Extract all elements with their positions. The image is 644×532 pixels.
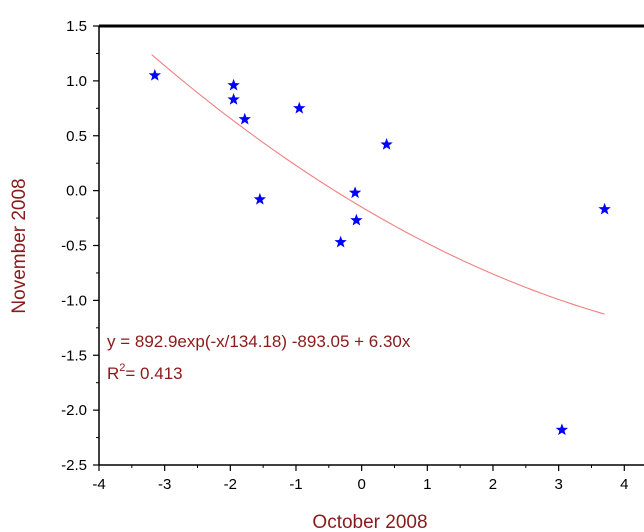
fit-curve bbox=[151, 54, 605, 315]
y-tick-label: -1.5 bbox=[61, 347, 87, 364]
data-point-star bbox=[238, 112, 251, 125]
data-point-star bbox=[148, 68, 161, 81]
data-point-star bbox=[253, 192, 267, 205]
x-axis-title: October 2008 bbox=[312, 512, 427, 532]
fit-layer bbox=[151, 54, 605, 315]
data-point-star bbox=[350, 213, 363, 226]
x-tick-label: -1 bbox=[289, 476, 302, 493]
data-point-star bbox=[380, 138, 393, 150]
x-tick-label: -4 bbox=[92, 476, 105, 493]
y-tick-label: -1.0 bbox=[61, 292, 87, 309]
y-axis-title: November 2008 bbox=[9, 178, 30, 313]
y-tick-label: 0.5 bbox=[66, 128, 87, 145]
y-tick-label: 1.5 bbox=[66, 18, 87, 35]
y-tick-label: 0.0 bbox=[66, 183, 87, 200]
x-tick-label: 4 bbox=[620, 476, 628, 493]
ticks: -4 -3 -2 -1 0 1 2 3 4 1.5 1.0 0.5 0.0 -0.5 -1.0 -1.5 -2.… bbox=[61, 18, 628, 493]
x-tick-label: -3 bbox=[158, 476, 171, 493]
r-squared-value: = 0.413 bbox=[125, 364, 182, 383]
r-squared-annotation: R2= 0.413 bbox=[107, 362, 183, 383]
data-point-star bbox=[227, 93, 240, 105]
y-tick-label: 1.0 bbox=[66, 73, 87, 90]
x-tick-label: -2 bbox=[224, 476, 237, 493]
axes bbox=[98, 24, 644, 466]
r-squared-symbol: R bbox=[107, 364, 119, 383]
data-points bbox=[148, 68, 611, 436]
data-point-star bbox=[293, 101, 306, 114]
x-tick-label: 1 bbox=[423, 476, 431, 493]
equation-annotation: y = 892.9exp(-x/134.18) -893.05 + 6.30x bbox=[107, 332, 411, 351]
data-point-star bbox=[348, 186, 362, 199]
y-tick-label: -2.0 bbox=[61, 402, 87, 419]
r-squared-superscript: 2 bbox=[119, 362, 125, 374]
data-point-star bbox=[334, 235, 347, 248]
data-point-star bbox=[598, 202, 611, 215]
y-tick-label: -2.5 bbox=[61, 457, 87, 474]
data-point-star bbox=[227, 78, 240, 91]
data-point-star bbox=[555, 423, 569, 436]
y-tick-label: -0.5 bbox=[61, 238, 87, 255]
x-tick-label: 3 bbox=[554, 476, 562, 493]
x-tick-label: 0 bbox=[357, 476, 365, 493]
x-tick-label: 2 bbox=[489, 476, 497, 493]
